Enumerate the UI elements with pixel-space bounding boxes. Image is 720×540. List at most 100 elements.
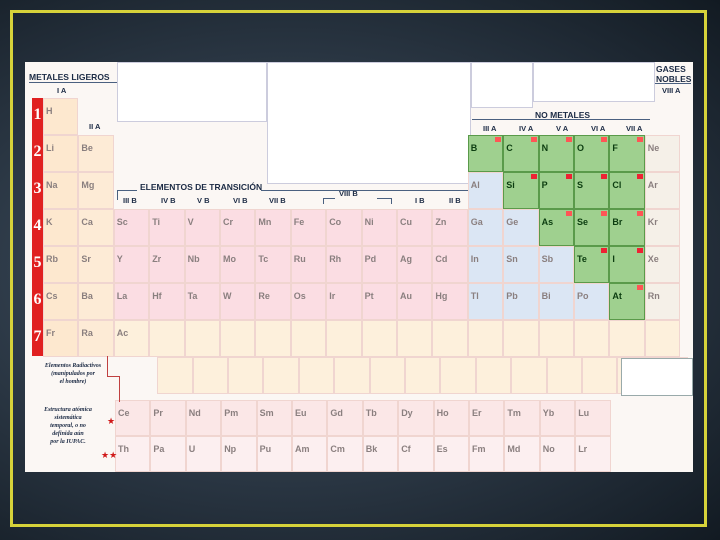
element-cell-cr: Cr — [220, 209, 256, 246]
element-cell-co: Co — [326, 209, 362, 246]
group-label: VII B — [269, 196, 286, 205]
element-cell-ce: Ce — [115, 400, 151, 436]
element-symbol: Mg — [81, 180, 95, 190]
element-symbol: Xe — [647, 254, 659, 264]
element-symbol: Nd — [188, 408, 201, 418]
element-symbol: Eu — [295, 408, 307, 418]
element-cell-extended — [369, 357, 405, 394]
element-symbol: Po — [577, 291, 589, 301]
element-cell-extended — [546, 357, 582, 394]
period-number: 5 — [33, 254, 42, 271]
element-cell-hg: Hg — [432, 283, 468, 320]
element-cell-ho: Ho — [433, 400, 469, 436]
slide-frame — [10, 10, 707, 527]
star-icon: ★★ — [101, 450, 118, 460]
element-cell-period7 — [149, 320, 185, 357]
bracket-line — [323, 198, 324, 204]
element-cell-extended — [440, 357, 476, 394]
element-symbol: Tm — [507, 408, 521, 418]
group-label: VI B — [233, 196, 248, 205]
element-symbol: C — [506, 143, 513, 153]
element-symbol: Sn — [506, 254, 518, 264]
radioactive-marker-icon — [601, 137, 608, 142]
header-underline — [29, 82, 117, 83]
element-cell-pa: Pa — [150, 436, 186, 472]
element-symbol: Fm — [472, 444, 486, 454]
element-symbol: Ga — [470, 217, 483, 227]
element-cell-er: Er — [469, 400, 505, 436]
element-symbol: Pb — [506, 291, 518, 301]
element-symbol: Tl — [470, 291, 479, 301]
element-cell-fm: Fm — [469, 436, 505, 472]
element-symbol: Am — [295, 444, 310, 454]
element-cell-au: Au — [397, 283, 433, 320]
legend-line: por la IUPAC. — [50, 439, 86, 445]
element-cell-rh: Rh — [326, 246, 362, 283]
element-cell-y: Y — [113, 246, 150, 283]
blank-area — [117, 62, 267, 122]
star-icon: ★ — [107, 416, 116, 426]
element-cell-period7 — [538, 320, 574, 357]
element-symbol: Ca — [81, 217, 93, 227]
element-cell-extended — [192, 357, 228, 394]
element-cell-extended — [263, 357, 299, 394]
element-cell-pd: Pd — [361, 246, 397, 283]
element-cell-se: Se — [574, 209, 610, 246]
blank-area — [267, 62, 471, 184]
element-cell-period7 — [397, 320, 433, 357]
element-cell-la: La — [113, 283, 150, 320]
element-cell-rn: Rn — [644, 283, 681, 320]
period-number: 3 — [33, 180, 42, 197]
element-cell-u: U — [185, 436, 222, 472]
element-symbol: Ar — [647, 180, 658, 190]
element-cell-lr: Lr — [575, 436, 611, 472]
element-cell-cf: Cf — [398, 436, 434, 472]
element-cell-pr: Pr — [150, 400, 186, 436]
element-symbol: Te — [577, 254, 587, 264]
element-cell-period7 — [290, 320, 327, 357]
radioactive-marker-icon — [636, 174, 643, 179]
blank-area — [471, 62, 533, 108]
element-cell-sm: Sm — [256, 400, 292, 436]
element-symbol: Bk — [365, 444, 378, 454]
element-cell-ra: Ra — [78, 320, 114, 357]
gases-nobles-header-1: GASES — [656, 64, 686, 74]
blank-area — [533, 62, 655, 102]
connector-line — [119, 376, 120, 402]
element-cell-period7 — [361, 320, 397, 357]
element-symbol: Yb — [542, 408, 555, 418]
element-cell-nd: Nd — [185, 400, 222, 436]
element-symbol: Np — [224, 444, 237, 454]
element-symbol: Ni — [364, 217, 374, 227]
element-cell-ne: Ne — [644, 135, 681, 172]
element-symbol: Au — [400, 291, 412, 301]
element-symbol: O — [577, 143, 585, 153]
element-cell-bi: Bi — [538, 283, 574, 320]
element-symbol: Li — [46, 143, 54, 153]
element-symbol: Ra — [81, 328, 93, 338]
element-symbol: K — [46, 217, 53, 227]
group-label: IV B — [161, 196, 176, 205]
element-cell-sr: Sr — [78, 246, 114, 283]
element-symbol: Os — [293, 291, 306, 301]
element-symbol: Cm — [330, 444, 345, 454]
element-cell-mo: Mo — [220, 246, 256, 283]
element-cell-period7 — [609, 320, 645, 357]
element-cell-th: Th — [115, 436, 151, 472]
element-cell-ir: Ir — [326, 283, 362, 320]
element-cell-zn: Zn — [432, 209, 468, 246]
element-cell-period7 — [255, 320, 291, 357]
element-cell-no: No — [539, 436, 576, 472]
element-cell-v: V — [184, 209, 220, 246]
radioactive-marker-icon — [530, 137, 537, 142]
element-symbol: U — [188, 444, 196, 454]
element-cell-b: B — [467, 135, 504, 172]
group-label: III B — [123, 196, 137, 205]
element-cell-pm: Pm — [221, 400, 257, 436]
element-symbol: Rb — [46, 254, 58, 264]
element-cell-cl: Cl — [609, 172, 645, 209]
element-cell-period7 — [184, 320, 220, 357]
group-label: I B — [415, 196, 425, 205]
element-symbol: Nb — [187, 254, 200, 264]
element-symbol: Ac — [116, 328, 129, 338]
